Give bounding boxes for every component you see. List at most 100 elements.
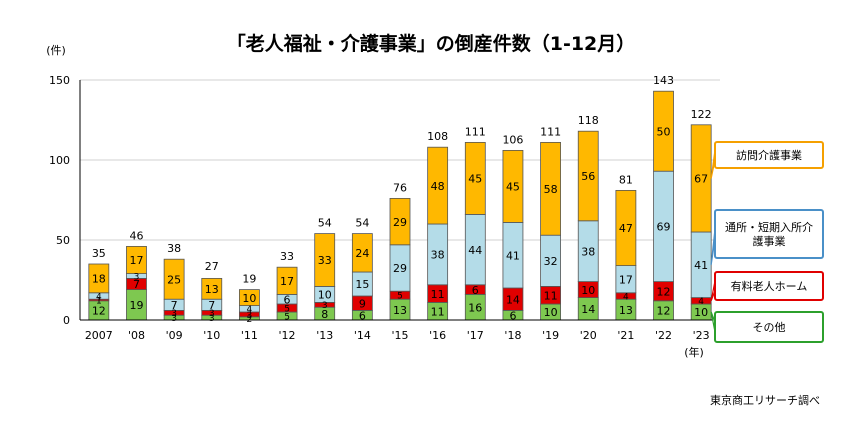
data-label-1-11: 16: [468, 301, 482, 314]
data-label-3-9: 29: [393, 262, 407, 275]
x-tick-label-5: '11: [241, 329, 258, 342]
data-label-1-6: 5: [284, 312, 290, 322]
y-axis-label: (件): [46, 44, 66, 57]
data-label-4-16: 50: [657, 125, 671, 138]
data-label-3-14: 38: [581, 245, 595, 258]
data-label-1-17: 10: [694, 306, 708, 319]
data-label-4-2: 17: [129, 254, 143, 267]
total-label-1: 35: [92, 247, 106, 260]
x-tick-label-15: '21: [617, 329, 634, 342]
bar-segment-4-13: [540, 141, 561, 236]
data-label-2-1: 1: [96, 296, 102, 306]
data-label-2-3: 3: [171, 309, 177, 319]
total-label-11: 111: [465, 125, 486, 138]
bar-segment-4-9: [389, 197, 411, 246]
data-label-4-1: 18: [92, 273, 106, 286]
total-label-6: 33: [280, 250, 294, 263]
data-label-2-6: 5: [284, 304, 290, 314]
x-tick-label-6: '12: [279, 329, 296, 342]
data-label-3-1: 4: [96, 292, 102, 302]
total-label-12: 106: [502, 133, 523, 146]
data-label-3-4: 7: [208, 299, 215, 312]
y-tick-label: 50: [56, 234, 70, 247]
x-tick-label-9: '15: [391, 329, 408, 342]
data-label-4-5: 10: [242, 292, 256, 305]
data-label-2-2: 7: [133, 278, 140, 291]
data-label-3-5: 4: [247, 305, 253, 315]
data-label-1-7: 8: [321, 308, 328, 321]
x-tick-label-3: '09: [166, 329, 183, 342]
data-label-4-14: 56: [581, 170, 595, 183]
total-label-8: 54: [355, 217, 369, 230]
total-label-15: 81: [619, 173, 633, 186]
bar-segment-4-10: [427, 146, 449, 225]
data-label-4-9: 29: [393, 216, 407, 229]
data-label-3-17: 41: [694, 259, 708, 272]
data-label-3-12: 41: [506, 249, 520, 262]
data-label-2-17: 4: [698, 297, 704, 307]
x-tick-label-17: '23: [693, 329, 710, 342]
x-tick-label-12: '18: [504, 329, 521, 342]
legend-label-4: その他: [753, 321, 786, 334]
bar-segment-4-6: [276, 266, 298, 295]
data-label-4-12: 45: [506, 181, 520, 194]
bar-segment-4-16: [653, 90, 674, 172]
data-label-3-11: 44: [468, 244, 482, 257]
x-tick-label-10: '16: [429, 329, 446, 342]
y-tick-label: 0: [63, 314, 70, 327]
data-label-4-8: 24: [355, 247, 369, 260]
data-label-3-15: 17: [619, 273, 633, 286]
bar-segment-4-2: [126, 245, 147, 274]
legend-label-3: 有料老人ホーム: [731, 279, 808, 293]
total-label-14: 118: [578, 114, 599, 127]
data-label-4-6: 17: [280, 275, 294, 288]
data-label-3-10: 38: [431, 249, 445, 262]
bar-segment-4-11: [464, 141, 486, 215]
bar-segment-4-5: [239, 289, 260, 307]
data-label-4-7: 33: [318, 254, 332, 267]
data-label-1-10: 11: [431, 305, 445, 318]
data-label-1-4: 3: [209, 314, 215, 324]
total-label-9: 76: [393, 181, 407, 194]
data-label-2-13: 11: [544, 289, 558, 302]
bar-segment-4-15: [615, 189, 637, 266]
bar-segment-4-4: [201, 277, 223, 300]
x-tick-label-4: '10: [203, 329, 220, 342]
data-label-1-15: 13: [619, 304, 633, 317]
data-label-1-2: 19: [129, 299, 143, 312]
total-label-17: 122: [691, 108, 712, 121]
bar-segment-4-3: [163, 258, 185, 300]
data-label-3-8: 15: [355, 278, 369, 291]
legend-label-2: 通所・短期入所介護事業: [725, 220, 813, 248]
bar-segment-4-8: [351, 233, 373, 273]
x-tick-label-7: '13: [316, 329, 333, 342]
data-label-1-12: 6: [509, 309, 516, 322]
data-label-1-3: 3: [171, 314, 177, 324]
data-label-3-16: 69: [657, 221, 671, 234]
x-tick-label-14: '20: [580, 329, 597, 342]
chart-title: 「老人福祉・介護事業」の倒産件数（1-12月）: [227, 32, 636, 55]
data-label-3-2: 3: [134, 272, 140, 282]
data-label-2-15: 4: [623, 292, 629, 302]
legend-label-1: 訪問介護事業: [736, 148, 802, 162]
y-tick-label: 100: [49, 154, 70, 167]
x-tick-label-8: '14: [354, 329, 371, 342]
data-label-3-7: 10: [318, 289, 332, 302]
data-label-2-8: 9: [359, 297, 366, 310]
total-label-7: 54: [318, 217, 332, 230]
data-label-4-11: 45: [468, 173, 482, 186]
data-label-4-3: 25: [167, 273, 181, 286]
data-label-3-6: 6: [284, 293, 291, 306]
bar-segment-4-1: [88, 263, 110, 294]
x-axis-unit: (年): [684, 345, 704, 359]
legend-box-1: [714, 141, 824, 169]
legend-box-4: [714, 311, 824, 343]
total-label-13: 111: [540, 125, 561, 138]
total-label-5: 19: [242, 273, 256, 286]
legend-box-2: [714, 209, 824, 259]
bar-segment-4-14: [577, 130, 599, 222]
x-tick-label-16: '22: [655, 329, 672, 342]
data-label-2-11: 6: [472, 284, 479, 297]
data-label-4-17: 67: [694, 173, 708, 186]
